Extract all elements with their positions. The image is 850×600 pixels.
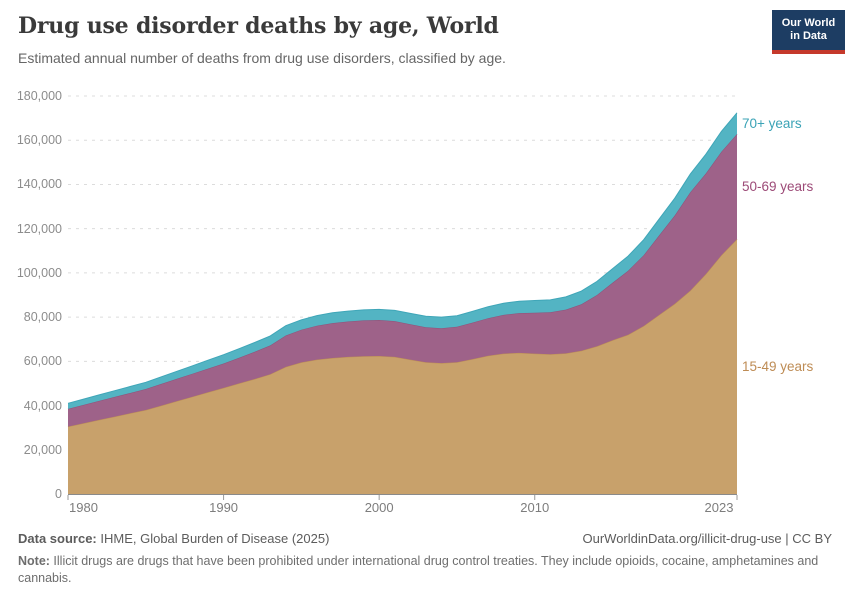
y-axis-tick-label: 160,000 <box>16 133 62 148</box>
note-label: Note: <box>18 554 50 568</box>
x-axis-tick-label: 2010 <box>520 500 550 515</box>
chart-subtitle: Estimated annual number of deaths from d… <box>18 50 506 66</box>
owid-logo-line2: in Data <box>790 30 827 42</box>
y-axis-tick-label: 140,000 <box>16 177 62 192</box>
owid-logo[interactable]: Our World in Data <box>772 10 845 54</box>
note-text: Illicit drugs are drugs that have been p… <box>18 554 819 585</box>
series-label-70-years[interactable]: 70+ years <box>742 115 802 131</box>
chart-footer: Data source: IHME, Global Burden of Dise… <box>18 531 832 546</box>
y-axis-tick-label: 180,000 <box>16 89 62 103</box>
series-label-15-49-years[interactable]: 15-49 years <box>742 359 814 375</box>
area-15-49-years[interactable] <box>68 239 737 494</box>
owid-logo-line1: Our World <box>781 17 836 29</box>
owid-url-link[interactable]: OurWorldinData.org/illicit-drug-use | CC… <box>582 531 833 546</box>
data-source-label: Data source: <box>18 531 97 546</box>
y-axis-tick-label: 100,000 <box>16 265 62 280</box>
page-title: Drug use disorder deaths by age, World <box>18 13 499 39</box>
series-label-50-69-years[interactable]: 50-69 years <box>742 179 814 195</box>
y-axis-tick-label: 80,000 <box>23 310 62 325</box>
x-axis-tick-label: 1990 <box>209 500 239 515</box>
y-axis-tick-label: 120,000 <box>16 221 62 236</box>
y-axis-tick-label: 60,000 <box>23 354 62 369</box>
data-source-value[interactable]: IHME, Global Burden of Disease (2025) <box>96 531 330 546</box>
x-axis-tick-label: 2023 <box>704 500 734 515</box>
y-axis-tick-label: 0 <box>55 487 62 501</box>
x-axis-tick-label: 1980 <box>69 500 98 515</box>
y-axis-tick-label: 40,000 <box>23 398 62 413</box>
y-axis-tick-label: 20,000 <box>23 442 62 457</box>
data-source-line: Data source: IHME, Global Burden of Dise… <box>18 531 329 546</box>
area-edge <box>67 112 738 404</box>
x-axis-tick-label: 2000 <box>364 500 394 515</box>
chart-note: Note: Illicit drugs are drugs that have … <box>18 553 820 587</box>
area-50-69-years[interactable] <box>68 134 737 427</box>
